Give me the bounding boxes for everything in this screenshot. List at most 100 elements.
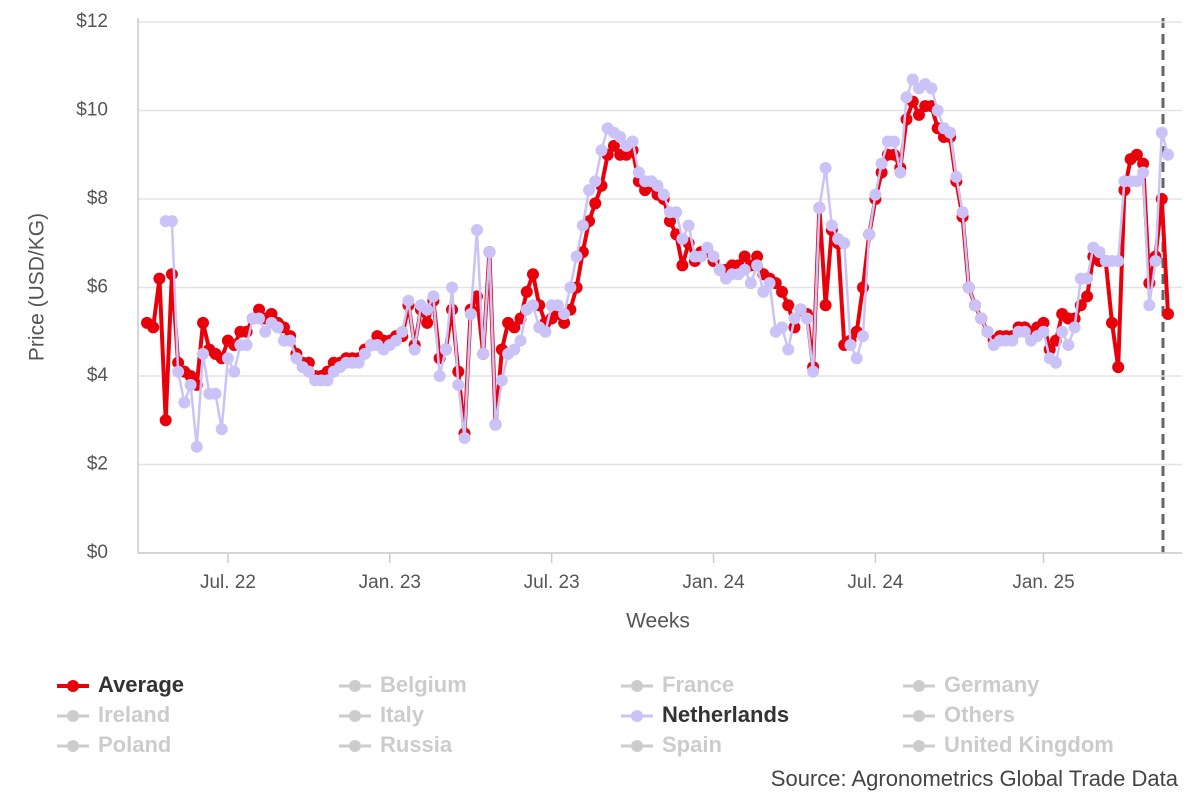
data-point bbox=[470, 223, 483, 236]
legend-label: Average bbox=[98, 672, 184, 697]
data-point bbox=[1006, 334, 1019, 347]
source: Source: Agronometrics Global Trade Data bbox=[771, 766, 1179, 791]
legend-item: Poland bbox=[57, 732, 171, 757]
data-point bbox=[819, 162, 832, 175]
data-point bbox=[1162, 308, 1174, 321]
data-point bbox=[626, 135, 639, 148]
y-tick-label: $12 bbox=[76, 11, 108, 32]
data-point bbox=[944, 126, 957, 139]
data-point bbox=[763, 277, 776, 290]
data-point bbox=[682, 219, 695, 232]
data-point bbox=[751, 259, 764, 272]
legend-label: Poland bbox=[98, 732, 171, 757]
data-point bbox=[558, 316, 571, 329]
data-point bbox=[776, 321, 789, 334]
legend-marker bbox=[631, 740, 643, 752]
legend-marker bbox=[349, 740, 361, 752]
series-line bbox=[145, 99, 1170, 436]
data-point bbox=[209, 387, 222, 400]
legend-label: Italy bbox=[380, 702, 425, 727]
data-point bbox=[751, 250, 764, 263]
data-point bbox=[172, 365, 185, 378]
data-point bbox=[1112, 254, 1125, 267]
legend-item: Ireland bbox=[57, 702, 170, 727]
data-point bbox=[271, 321, 284, 334]
data-point bbox=[956, 206, 969, 219]
data-point bbox=[570, 250, 583, 263]
data-point bbox=[1037, 325, 1050, 338]
legend-marker bbox=[913, 740, 925, 752]
data-point bbox=[184, 370, 197, 382]
data-point bbox=[1081, 272, 1094, 285]
y-axis-title: Price (USD/KG) bbox=[26, 213, 49, 361]
data-point bbox=[253, 312, 266, 325]
data-point bbox=[900, 91, 913, 104]
legend-marker bbox=[67, 680, 79, 692]
data-point bbox=[657, 188, 670, 201]
legend-label: Others bbox=[944, 702, 1015, 727]
data-point bbox=[1037, 316, 1050, 329]
data-point bbox=[844, 339, 857, 352]
data-point bbox=[1112, 361, 1125, 374]
legend-item: Russia bbox=[339, 732, 453, 757]
data-point bbox=[215, 423, 228, 436]
data-point bbox=[259, 325, 272, 338]
data-point bbox=[508, 343, 521, 356]
data-point bbox=[651, 179, 664, 192]
data-point bbox=[676, 259, 689, 272]
legend-label: France bbox=[662, 672, 734, 697]
data-point bbox=[589, 175, 602, 188]
data-point bbox=[421, 303, 434, 316]
series-6 bbox=[159, 73, 1174, 453]
data-point bbox=[165, 215, 178, 228]
data-point bbox=[670, 206, 683, 219]
series-0 bbox=[141, 95, 1174, 440]
legend-item: Others bbox=[903, 702, 1015, 727]
data-point bbox=[663, 215, 676, 228]
data-point bbox=[819, 299, 832, 312]
data-point bbox=[825, 219, 838, 232]
legend-label: Russia bbox=[380, 732, 453, 757]
data-point bbox=[931, 104, 944, 117]
data-point bbox=[1081, 290, 1094, 303]
legend-item: France bbox=[621, 672, 734, 697]
data-point bbox=[197, 347, 210, 360]
data-point bbox=[452, 378, 465, 391]
data-point bbox=[184, 378, 197, 391]
data-point bbox=[894, 166, 907, 179]
y-tick-label: $2 bbox=[87, 454, 108, 475]
data-point bbox=[396, 325, 409, 338]
legend-item: Belgium bbox=[339, 672, 467, 697]
data-point bbox=[221, 352, 234, 365]
data-point bbox=[477, 347, 490, 360]
data-point bbox=[589, 197, 602, 210]
data-point bbox=[950, 170, 963, 183]
legend-item: Italy bbox=[339, 702, 425, 727]
data-point bbox=[1093, 246, 1106, 259]
data-point bbox=[495, 374, 508, 387]
data-point bbox=[794, 303, 807, 316]
data-point bbox=[595, 144, 608, 157]
x-tick-label: Jul. 24 bbox=[847, 572, 903, 593]
data-point bbox=[539, 325, 552, 338]
legend-marker bbox=[631, 710, 643, 722]
data-point bbox=[757, 285, 770, 298]
legend-marker bbox=[913, 710, 925, 722]
legend-marker bbox=[631, 680, 643, 692]
legend-marker bbox=[913, 680, 925, 692]
data-point bbox=[1143, 299, 1156, 312]
data-point bbox=[583, 184, 596, 197]
data-point bbox=[446, 281, 459, 294]
data-point bbox=[888, 135, 901, 148]
y-tick-label: $8 bbox=[87, 188, 108, 209]
data-point bbox=[302, 365, 315, 378]
data-point bbox=[402, 294, 415, 307]
x-tick-label: Jul. 23 bbox=[524, 572, 580, 593]
data-point bbox=[912, 108, 925, 121]
data-point bbox=[178, 396, 191, 409]
legend-label: Netherlands bbox=[662, 702, 789, 727]
legend-label: Ireland bbox=[98, 702, 170, 727]
data-point bbox=[701, 241, 714, 254]
data-point bbox=[782, 299, 795, 312]
data-point bbox=[159, 414, 172, 427]
